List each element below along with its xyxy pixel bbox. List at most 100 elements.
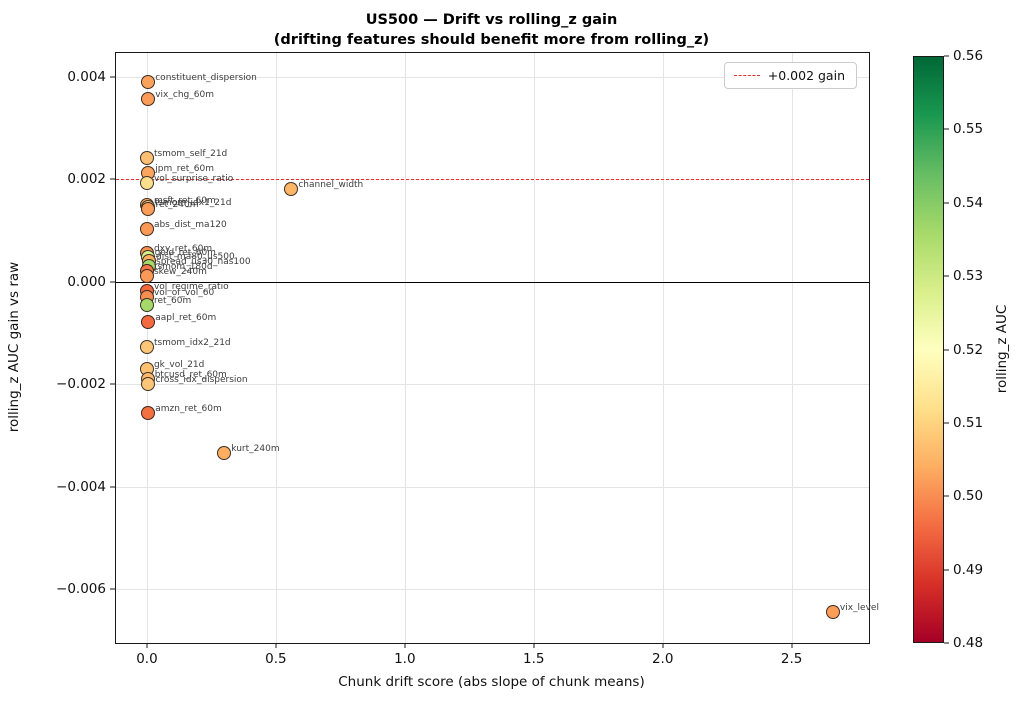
point-label: vol_regime_ratio	[153, 281, 229, 292]
x-tick-label: 2.0	[651, 651, 674, 667]
colorbar-tick	[944, 495, 949, 497]
gridline-vertical	[404, 53, 406, 643]
point-label: ret_60m	[153, 296, 192, 307]
x-axis-tick	[533, 643, 535, 648]
colorbar-tick-label: 0.48	[953, 635, 984, 651]
colorbar-tick	[944, 569, 949, 571]
scatter-point-amzn_ret_60m	[141, 405, 156, 420]
colorbar-tick-label: 0.52	[953, 341, 984, 358]
gridline-horizontal	[116, 486, 869, 488]
point-label: vol_surprise_ratio	[153, 173, 234, 184]
x-axis-tick	[275, 643, 277, 648]
point-label: tsmom_idx1_21d	[154, 197, 232, 208]
y-tick-label: 0.000	[67, 273, 106, 290]
point-label: msft_ret_60m	[153, 195, 216, 206]
scatter-point-abs_dist_ma120	[139, 222, 154, 237]
colorbar-tick	[944, 55, 949, 57]
gridline-vertical	[533, 53, 535, 643]
zero-line	[116, 281, 869, 283]
scatter-point-ret_240m	[141, 201, 156, 216]
y-axis-tick	[110, 281, 115, 283]
y-axis-tick	[110, 486, 115, 488]
y-axis-tick	[110, 178, 115, 180]
gridline-vertical	[662, 53, 664, 643]
point-label: ret_240m	[155, 199, 199, 210]
point-label: amzn_ret_60m	[155, 403, 222, 414]
legend-box: +0.002 gain	[723, 62, 857, 89]
colorbar-tick-label: 0.54	[953, 194, 984, 211]
scatter-point-tsmom_self_21d	[139, 150, 154, 165]
x-axis-label: Chunk drift score (abs slope of chunk me…	[338, 674, 645, 690]
point-label: gold_ret_60m	[154, 248, 216, 258]
colorbar-ticks: 0.48 0.49 0.50 0.51 0.52 0.53 0.54 0.55 0.56	[913, 48, 983, 651]
point-label: jpm_ret_60m	[155, 164, 215, 175]
plot-area: constituent_dispersion vix_chg_60m tsmom_s…	[56, 52, 879, 667]
colorbar-tick	[944, 128, 949, 130]
chart-title-line2: (drifting features should benefit more f…	[273, 32, 710, 48]
colorbar-tick	[944, 349, 949, 350]
colorbar-tick	[944, 202, 949, 204]
y-tick-label: −0.002	[56, 376, 106, 393]
point-label: tsmom_self_21d	[153, 148, 228, 159]
colorbar: 0.48 0.49 0.50 0.51 0.52 0.53 0.54 0.55 0.56	[913, 48, 983, 651]
x-axis-tick	[404, 643, 406, 648]
colorbar-tick-label: 0.56	[953, 48, 984, 64]
reference-lines-layer	[116, 53, 869, 643]
colorbar-tick	[944, 275, 949, 277]
scatter-point-constituent_dispersion	[141, 74, 156, 89]
point-label: abs_dist_ma120	[153, 220, 227, 231]
point-label: btcusd_ret_60m	[154, 370, 227, 380]
colorbar-tick-label: 0.50	[953, 488, 984, 505]
chart-title-line1: US500 — Drift vs rolling_z gain	[365, 12, 618, 28]
point-label: tsmom_180d	[153, 261, 213, 272]
colorbar-tick-label: 0.55	[953, 121, 984, 138]
point-label: kurt_240m	[231, 444, 280, 455]
gridline-horizontal	[116, 384, 869, 386]
colorbar-tick-label: 0.51	[953, 414, 984, 431]
scatter-point-aapl_ret_60m	[141, 314, 156, 329]
gridline-horizontal	[116, 589, 869, 591]
scatter-point-ret_60m	[139, 298, 154, 313]
point-label: spread_us30_nas100	[156, 257, 251, 268]
x-tick-label: 1.5	[523, 651, 545, 667]
x-tick-label: 2.5	[780, 651, 803, 667]
scatter-point-cross_idx_dispersion	[141, 377, 156, 392]
scatter-point-tsmom_idx2_21d	[139, 339, 154, 354]
y-tick-label: 0.002	[67, 171, 106, 188]
point-label: vix_level	[839, 603, 879, 614]
y-axis-label: rolling_z AUC gain vs raw	[6, 261, 22, 433]
scatter-point-channel_width	[284, 182, 299, 197]
gridline-vertical	[275, 53, 277, 643]
x-tick-label: 0.5	[265, 651, 287, 667]
y-axis-tick	[110, 76, 115, 78]
x-axis-tick	[662, 643, 664, 648]
point-label: vol_of_vol_60	[153, 287, 215, 298]
legend-label: +0.002 gain	[767, 68, 845, 83]
legend-dashed-line-swatch	[733, 75, 760, 76]
y-axis-tick	[110, 383, 115, 385]
scatter-point-vix_level	[825, 605, 840, 620]
chart-title: US500 — Drift vs rolling_z gain (driftin…	[115, 10, 868, 50]
x-axis-tick	[146, 643, 148, 648]
point-label: skew_240m	[153, 267, 207, 278]
scatter-point-vol_surprise_ratio	[139, 175, 154, 190]
point-label: dist_ma80_us500	[156, 252, 235, 263]
y-axis-tick	[110, 588, 115, 590]
point-label: aapl_ret_60m	[155, 312, 217, 323]
colorbar-label: rolling_z AUC	[994, 304, 1010, 394]
point-label: constituent_dispersion	[155, 72, 257, 83]
scatter-points-layer	[116, 53, 869, 643]
point-labels-layer: constituent_dispersion vix_chg_60m tsmom_s…	[116, 53, 879, 643]
x-tick-label: 1.0	[394, 651, 416, 667]
scatter-point-vix_chg_60m	[141, 91, 156, 106]
colorbar-tick	[944, 642, 949, 644]
colorbar-tick-label: 0.49	[953, 561, 984, 578]
y-tick-label: −0.004	[56, 478, 106, 495]
x-axis-tick	[791, 643, 793, 648]
point-label: gk_vol_21d	[153, 359, 205, 370]
colorbar-gradient	[913, 56, 944, 643]
point-label: channel_width	[298, 180, 364, 191]
point-label: vix_chg_60m	[155, 89, 214, 100]
threshold-dashed-line	[116, 179, 869, 181]
